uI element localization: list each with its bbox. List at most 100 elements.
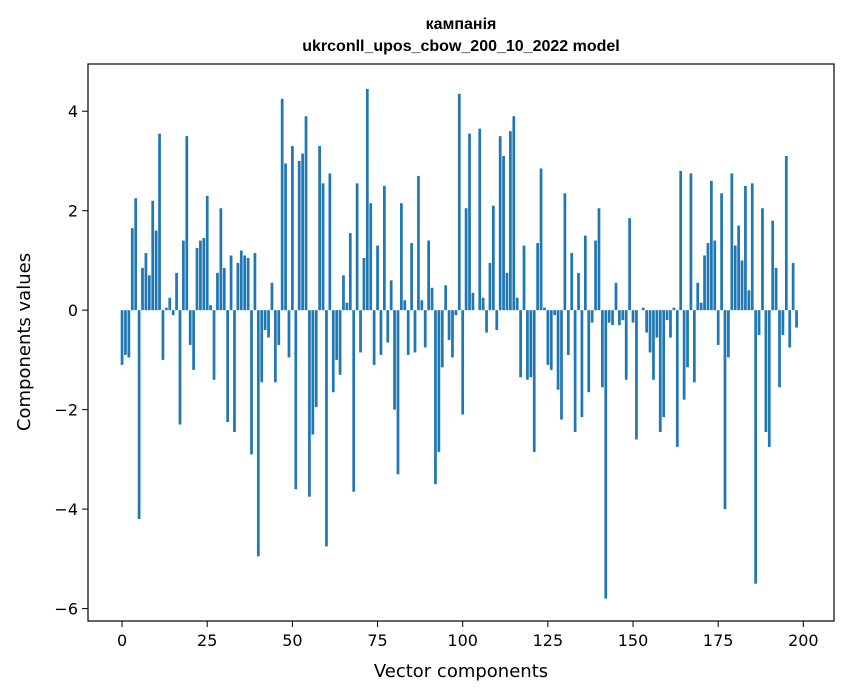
x-axis-label: Vector components: [374, 661, 548, 682]
bar-61: [328, 173, 332, 311]
bar-191: [771, 220, 775, 311]
bar-155: [648, 310, 652, 353]
bar-113: [505, 272, 509, 311]
bar-172: [706, 243, 710, 311]
bar-46: [277, 310, 281, 345]
bar-125: [546, 310, 550, 365]
bar-83: [403, 300, 407, 311]
bar-13: [164, 307, 168, 311]
bar-117: [519, 310, 522, 378]
bar-193: [778, 310, 781, 388]
bar-184: [747, 290, 751, 311]
y-tick-label: 0: [68, 301, 78, 320]
bar-44: [270, 282, 274, 311]
bar-141: [601, 310, 604, 388]
bar-139: [594, 240, 597, 311]
x-tick-label: 50: [282, 631, 302, 650]
bar-7: [144, 252, 148, 311]
bar-197: [791, 262, 795, 311]
bar-187: [757, 310, 761, 336]
bar-175: [716, 310, 720, 345]
bar-186: [754, 310, 758, 584]
bar-90: [427, 240, 431, 311]
bar-167: [689, 173, 693, 311]
bar-106: [481, 297, 485, 311]
bar-158: [658, 310, 662, 433]
bar-76: [379, 310, 383, 355]
bar-30: [222, 267, 226, 311]
bar-40: [256, 310, 260, 557]
bar-169: [696, 282, 700, 311]
bar-114: [509, 131, 512, 311]
bar-60: [325, 310, 328, 547]
bar-88: [420, 300, 424, 311]
bar-99: [457, 93, 461, 311]
bar-134: [577, 272, 580, 311]
bar-35: [239, 250, 243, 311]
bar-34: [236, 262, 240, 311]
bar-180: [733, 245, 737, 311]
bar-196: [788, 310, 792, 348]
bar-192: [774, 267, 778, 311]
bar-168: [692, 310, 696, 383]
bar-74: [372, 310, 376, 365]
bar-178: [727, 310, 730, 358]
bar-36: [243, 255, 247, 311]
bar-105: [478, 128, 482, 311]
bar-174: [713, 240, 717, 311]
bar-129: [560, 310, 563, 420]
y-tick-label: −6: [54, 600, 78, 619]
bar-1: [124, 310, 127, 355]
bar-10: [154, 230, 158, 311]
bar-49: [287, 310, 291, 358]
bar-51: [294, 310, 298, 490]
bar-144: [611, 310, 614, 326]
y-tick-label: 4: [68, 102, 78, 121]
bar-112: [502, 156, 505, 311]
bar-183: [744, 185, 747, 311]
x-axis-ticks: 0 25 50 75 100 125 150 175 200: [117, 621, 819, 650]
bar-20: [188, 310, 192, 345]
bar-166: [686, 310, 689, 368]
bar-94: [440, 310, 444, 368]
bar-37: [246, 257, 250, 311]
bar-24: [202, 238, 206, 311]
bar-143: [607, 310, 611, 323]
bar-81: [396, 310, 400, 475]
bar-185: [750, 183, 754, 311]
bar-188: [761, 208, 764, 311]
bar-126: [549, 310, 553, 370]
bar-149: [628, 218, 631, 311]
bar-78: [386, 310, 390, 343]
bar-6: [141, 267, 144, 311]
bar-29: [219, 208, 223, 311]
bar-195: [784, 156, 788, 311]
bar-153: [641, 307, 645, 311]
bar-96: [447, 310, 451, 341]
x-tick-label: 25: [197, 631, 217, 650]
bar-176: [720, 193, 723, 311]
bar-124: [543, 307, 546, 311]
x-tick-label: 200: [788, 631, 819, 650]
y-tick-label: −2: [54, 401, 78, 420]
bar-58: [318, 146, 321, 311]
bar-52: [297, 160, 301, 311]
bar-157: [655, 310, 659, 338]
bar-120: [529, 310, 533, 378]
bar-64: [338, 310, 342, 375]
bar-9: [151, 200, 155, 311]
bar-171: [703, 255, 706, 311]
bar-71: [362, 257, 366, 311]
bar-15: [171, 310, 175, 316]
bar-163: [675, 310, 679, 447]
x-tick-label: 175: [703, 631, 734, 650]
bar-54: [304, 116, 308, 311]
bar-173: [710, 180, 713, 311]
bar-70: [359, 310, 362, 353]
bar-80: [393, 310, 396, 410]
bar-100: [461, 310, 465, 415]
bar-130: [563, 193, 567, 311]
y-axis-label: Components values: [14, 253, 35, 431]
